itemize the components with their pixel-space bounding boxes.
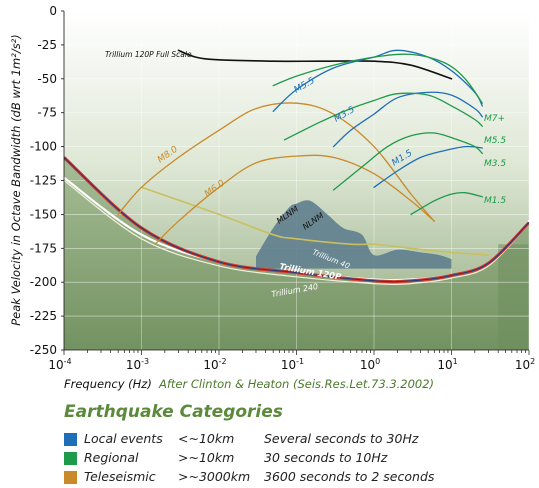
series-m5-5-11 — [283, 92, 483, 141]
y-tick-label: 0 — [49, 4, 57, 18]
y-axis-label: Peak Velocity in Octave Bandwidth (dB wr… — [9, 34, 23, 326]
curve-label: M5.5 — [484, 136, 506, 146]
legend-label: Local events — [84, 431, 163, 446]
legend-periods: 3600 seconds to 2 seconds — [264, 469, 435, 484]
y-tick-label: -25 — [37, 38, 57, 52]
series-nlnm-inner — [64, 156, 529, 283]
series-m1-5-9 — [373, 145, 483, 188]
series-trillium-40-1 — [140, 186, 490, 256]
x-tick-label: 102 — [515, 357, 535, 372]
legend-label: Teleseismic — [84, 469, 156, 484]
axis-layer: 0-25-50-75-100-125-150-175-200-225-25010… — [30, 4, 535, 372]
y-tick-label: -150 — [30, 207, 57, 221]
legend-title: Earthquake Categories — [64, 402, 283, 422]
curve-label: M3.5 — [484, 159, 506, 169]
series-m3-5-12 — [332, 132, 483, 191]
y-tick-label: -75 — [37, 106, 57, 120]
x-axis-label: Frequency (Hz) — [64, 377, 152, 391]
legend-swatch-regional — [64, 452, 77, 465]
curve-label: Trillium 120P Full Scale — [105, 50, 192, 59]
x-tick-label: 10-3 — [126, 357, 149, 372]
y-tick-label: -175 — [30, 241, 57, 255]
legend-distance: >~3000km — [178, 469, 251, 484]
series-trillium-240-3 — [64, 179, 529, 285]
curve-label: M7+ — [484, 114, 505, 124]
legend-distance: <~10km — [178, 431, 235, 446]
y-tick-label: -200 — [30, 275, 57, 289]
x-tick-label: 10-2 — [203, 357, 226, 372]
series-m3-5-8 — [332, 91, 483, 148]
x-tick-label: 101 — [437, 357, 457, 372]
series-trillium-120p-full-scale-0 — [177, 49, 453, 80]
y-tick-label: -250 — [30, 343, 57, 357]
noise-floor-block — [498, 244, 529, 350]
series-layer — [64, 49, 529, 285]
legend-periods: Several seconds to 30Hz — [264, 431, 419, 446]
chart-figure: Trillium 120P Full ScaleM5.5M3.5M1.5M8.0… — [9, 4, 535, 391]
noise-floor-region — [64, 157, 529, 350]
series-m8-0-5 — [117, 102, 435, 222]
curve-label: M1.5 — [484, 196, 506, 206]
source-note: After Clinton & Heaton (Seis.Res.Let.73.… — [158, 377, 434, 391]
series-m6-0-6 — [154, 154, 435, 245]
x-tick-label: 10-4 — [48, 357, 71, 372]
legend-label: Regional — [84, 450, 139, 465]
legend-periods: 30 seconds to 10Hz — [264, 450, 388, 465]
y-tick-label: -225 — [30, 309, 57, 323]
series-mlnm-band — [256, 200, 452, 269]
x-tick-label: 10-1 — [281, 357, 304, 372]
series-m1-5-13 — [410, 191, 483, 216]
y-tick-label: -100 — [30, 140, 57, 154]
y-tick-label: -50 — [37, 72, 57, 86]
legend-distance: >~10km — [178, 450, 235, 465]
series-m7-10 — [272, 53, 483, 104]
y-tick-label: -125 — [30, 174, 57, 188]
series-m5-5-7 — [272, 49, 483, 112]
legend-swatch-local — [64, 433, 77, 446]
x-tick-label: 100 — [360, 357, 380, 372]
legend-swatch-teleseismic — [64, 471, 77, 484]
